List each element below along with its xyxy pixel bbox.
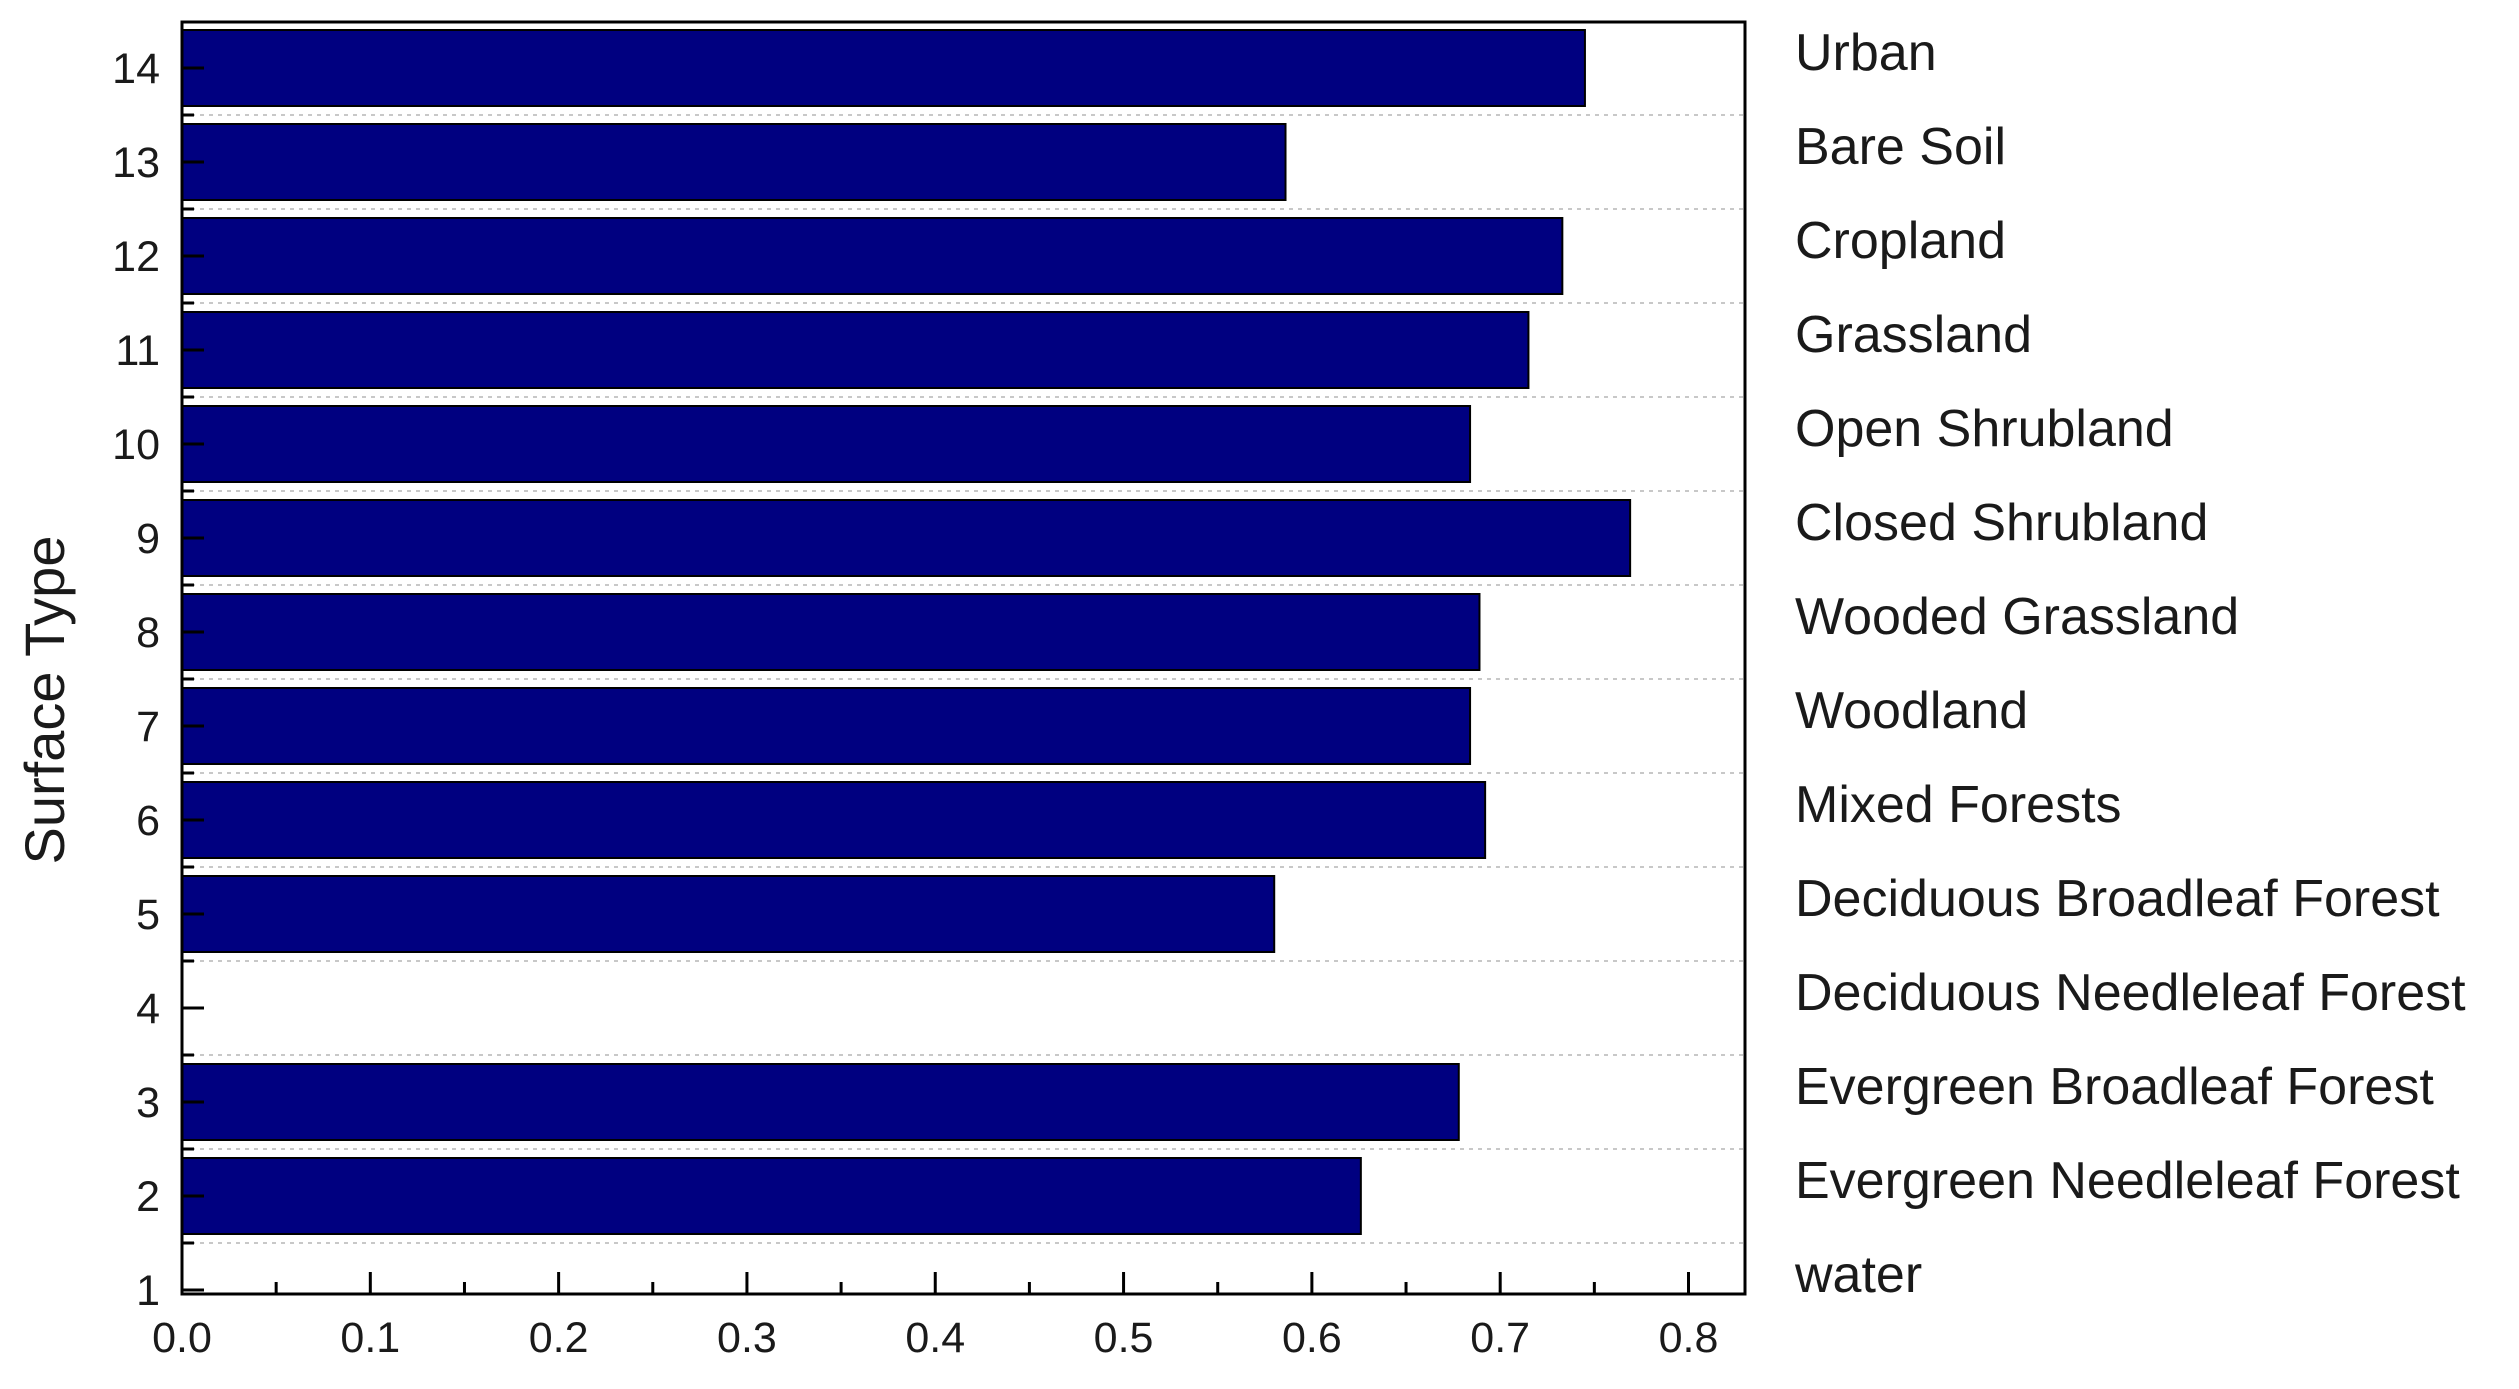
x-tick-label: 0.2 xyxy=(529,1314,589,1362)
x-tick-label: 0.7 xyxy=(1470,1314,1530,1362)
category-name-label: water xyxy=(1794,1246,1922,1304)
x-tick-label: 0.0 xyxy=(152,1314,212,1362)
category-name-label: Grassland xyxy=(1795,306,2032,364)
bar xyxy=(181,123,1287,201)
y-tick-label: 7 xyxy=(136,703,160,751)
bar xyxy=(181,1063,1460,1141)
y-tick-label: 12 xyxy=(112,233,160,281)
bar xyxy=(181,311,1530,389)
y-tick-label: 14 xyxy=(112,45,160,93)
plot-frame xyxy=(180,20,1747,1296)
bar xyxy=(181,593,1481,671)
category-name-label: Deciduous Broadleaf Forest xyxy=(1795,870,2440,928)
bar xyxy=(181,687,1472,765)
category-name-label: Closed Shrubland xyxy=(1795,494,2208,552)
y-tick-label: 9 xyxy=(136,515,160,563)
category-name-label: Bare Soil xyxy=(1795,118,2006,176)
category-name-label: Evergreen Needleleaf Forest xyxy=(1795,1152,2460,1210)
bar xyxy=(181,405,1472,483)
category-name-label: Evergreen Broadleaf Forest xyxy=(1795,1058,2434,1116)
y-tick-label: 3 xyxy=(136,1079,160,1127)
category-name-label: Wooded Grassland xyxy=(1795,588,2239,646)
category-name-label: Deciduous Needleleaf Forest xyxy=(1795,964,2466,1022)
y-tick-label: 2 xyxy=(136,1173,160,1221)
y-tick-label: 10 xyxy=(112,421,160,469)
y-tick-label: 1 xyxy=(136,1267,160,1315)
bar xyxy=(181,217,1564,295)
category-name-label: Urban xyxy=(1795,24,1937,82)
y-tick-label: 5 xyxy=(136,891,160,939)
bar xyxy=(181,499,1632,577)
category-name-label: Woodland xyxy=(1795,682,2028,740)
x-tick-label: 0.1 xyxy=(340,1314,400,1362)
y-tick-label: 8 xyxy=(136,609,160,657)
bar xyxy=(181,29,1586,107)
bar xyxy=(181,875,1276,953)
y-tick-label: 6 xyxy=(136,797,160,845)
category-name-label: Open Shrubland xyxy=(1795,400,2174,458)
category-name-label: Cropland xyxy=(1795,212,2006,270)
bar xyxy=(181,781,1487,859)
x-tick-label: 0.3 xyxy=(717,1314,777,1362)
y-tick-label: 4 xyxy=(136,985,160,1033)
x-tick-label: 0.4 xyxy=(905,1314,965,1362)
x-tick-label: 0.5 xyxy=(1094,1314,1154,1362)
y-tick-label: 13 xyxy=(112,139,160,187)
bar xyxy=(181,1157,1362,1235)
category-name-label: Mixed Forests xyxy=(1795,776,2122,834)
y-axis-title: Surface Type xyxy=(13,536,76,865)
y-tick-label: 11 xyxy=(115,327,160,375)
x-tick-label: 0.6 xyxy=(1282,1314,1342,1362)
x-tick-label: 0.8 xyxy=(1659,1314,1719,1362)
